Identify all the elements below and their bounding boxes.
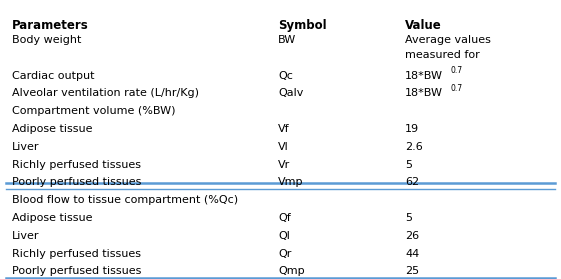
Text: Adipose tissue: Adipose tissue	[12, 213, 93, 223]
Text: Symbol: Symbol	[278, 19, 327, 32]
Text: Richly perfused tissues: Richly perfused tissues	[12, 160, 141, 170]
Text: Qc: Qc	[278, 71, 293, 81]
Text: Body weight: Body weight	[12, 35, 81, 45]
Text: Vf: Vf	[278, 124, 289, 134]
Text: Vr: Vr	[278, 160, 290, 170]
Text: Compartment volume (%BW): Compartment volume (%BW)	[12, 106, 176, 116]
Text: Richly perfused tissues: Richly perfused tissues	[12, 249, 141, 259]
Text: 19: 19	[405, 124, 419, 134]
Text: Vl: Vl	[278, 142, 289, 152]
Text: 0.7: 0.7	[451, 84, 463, 93]
Text: BW: BW	[278, 35, 296, 45]
Text: 18*BW: 18*BW	[405, 88, 443, 98]
Text: Liver: Liver	[12, 142, 39, 152]
Text: Liver: Liver	[12, 231, 39, 241]
Text: 62: 62	[405, 177, 419, 187]
Text: Value: Value	[405, 19, 442, 32]
Text: Parameters: Parameters	[12, 19, 89, 32]
Text: Average values: Average values	[405, 35, 491, 45]
Text: Vmp: Vmp	[278, 177, 304, 187]
Text: 5: 5	[405, 213, 412, 223]
Text: 44: 44	[405, 249, 419, 259]
Text: measured for: measured for	[405, 50, 480, 60]
Text: 5: 5	[405, 160, 412, 170]
Text: Qmp: Qmp	[278, 266, 305, 276]
Text: Alveolar ventilation rate (L/hr/Kg): Alveolar ventilation rate (L/hr/Kg)	[12, 88, 199, 98]
Text: Qf: Qf	[278, 213, 291, 223]
Text: Poorly perfused tissues: Poorly perfused tissues	[12, 266, 141, 276]
Text: Qr: Qr	[278, 249, 291, 259]
Text: 2.6: 2.6	[405, 142, 423, 152]
Text: 25: 25	[405, 266, 419, 276]
Text: Poorly perfused tissues: Poorly perfused tissues	[12, 177, 141, 187]
Text: 0.7: 0.7	[451, 66, 463, 75]
Text: Adipose tissue: Adipose tissue	[12, 124, 93, 134]
Text: Ql: Ql	[278, 231, 290, 241]
Text: Cardiac output: Cardiac output	[12, 71, 94, 81]
Text: 18*BW: 18*BW	[405, 71, 443, 81]
Text: Blood flow to tissue compartment (%Qc): Blood flow to tissue compartment (%Qc)	[12, 195, 238, 205]
Text: 26: 26	[405, 231, 419, 241]
Text: Qalv: Qalv	[278, 88, 304, 98]
